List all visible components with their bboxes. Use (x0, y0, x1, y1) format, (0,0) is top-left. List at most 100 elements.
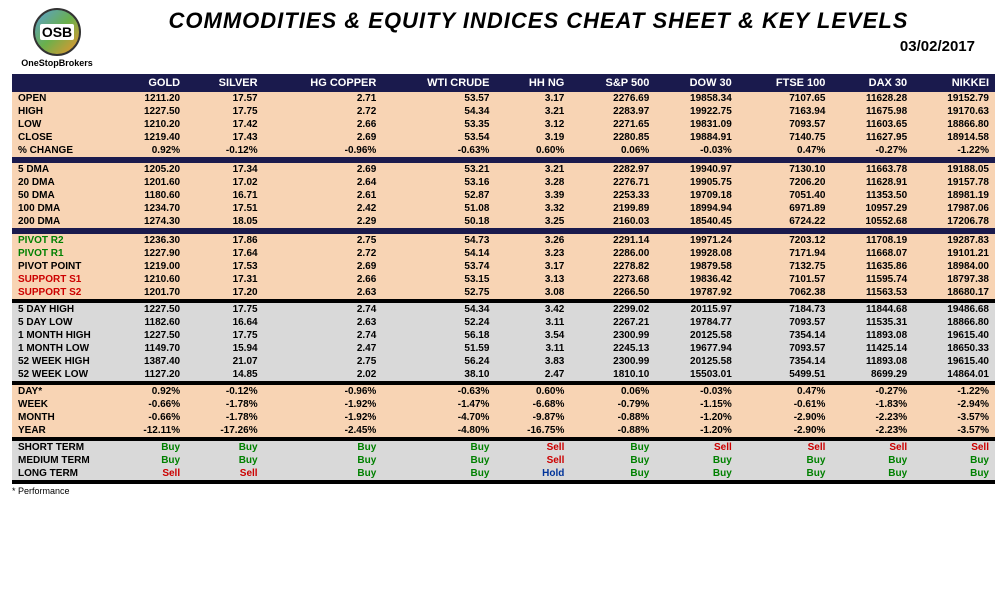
cell: 17.53 (186, 260, 263, 273)
row-label: WEEK (12, 398, 112, 411)
cell: 2.74 (264, 303, 383, 316)
cell: 5499.51 (738, 368, 832, 381)
row-label: MEDIUM TERM (12, 454, 112, 467)
cell: Buy (264, 454, 383, 467)
cell: -0.27% (831, 385, 913, 398)
cell: Buy (655, 454, 737, 467)
cell: -2.23% (831, 424, 913, 437)
row-label: 5 DAY LOW (12, 316, 112, 329)
cell: 53.74 (382, 260, 495, 273)
cell: 19940.97 (655, 163, 737, 176)
cell: 3.19 (495, 131, 570, 144)
cell: -1.22% (913, 385, 995, 398)
cell: Buy (738, 454, 832, 467)
cell: 19905.75 (655, 176, 737, 189)
row-label: 52 WEEK HIGH (12, 355, 112, 368)
cell: 19922.75 (655, 105, 737, 118)
cell: 3.83 (495, 355, 570, 368)
table-row: LONG TERMSellSellBuyBuyHoldBuyBuyBuyBuyB… (12, 467, 995, 480)
cell: 11628.28 (831, 92, 913, 105)
cell: Buy (186, 441, 263, 454)
cell: 2.64 (264, 176, 383, 189)
cell: 1810.10 (570, 368, 655, 381)
cell: 19971.24 (655, 234, 737, 247)
logo: OSB OneStopBrokers (12, 8, 102, 68)
cell: 2199.89 (570, 202, 655, 215)
cell: 17.64 (186, 247, 263, 260)
cell: -0.88% (570, 411, 655, 424)
cell: 11668.07 (831, 247, 913, 260)
cell: 50.18 (382, 215, 495, 228)
cell: 19858.34 (655, 92, 737, 105)
cell: Sell (495, 454, 570, 467)
cell: 7171.94 (738, 247, 832, 260)
title-block: COMMODITIES & EQUITY INDICES CHEAT SHEET… (102, 8, 995, 55)
cell: 18.05 (186, 215, 263, 228)
cell: 19884.91 (655, 131, 737, 144)
cell: Sell (913, 441, 995, 454)
row-label: 5 DMA (12, 163, 112, 176)
cell: 17.75 (186, 105, 263, 118)
cell: 17.20 (186, 286, 263, 299)
cell: 1219.40 (112, 131, 186, 144)
cell: -0.63% (382, 144, 495, 157)
table-row: SUPPORT S11210.6017.312.6653.153.132273.… (12, 273, 995, 286)
cell: 2.47 (264, 342, 383, 355)
cell: 2271.65 (570, 118, 655, 131)
cell: 11425.14 (831, 342, 913, 355)
col-header: HG COPPER (264, 74, 383, 92)
table-header-row: GOLDSILVERHG COPPERWTI CRUDEHH NGS&P 500… (12, 74, 995, 92)
cell: 15.94 (186, 342, 263, 355)
cell: 53.16 (382, 176, 495, 189)
cell: 17.57 (186, 92, 263, 105)
col-header: SILVER (186, 74, 263, 92)
cell: Buy (112, 454, 186, 467)
cell: 11603.65 (831, 118, 913, 131)
cell: 52.75 (382, 286, 495, 299)
cell: 20125.58 (655, 355, 737, 368)
cell: 1210.20 (112, 118, 186, 131)
cell: 7093.57 (738, 342, 832, 355)
cell: 56.24 (382, 355, 495, 368)
cell: -1.20% (655, 424, 737, 437)
cell: 17.31 (186, 273, 263, 286)
cell: 17987.06 (913, 202, 995, 215)
cell: 2300.99 (570, 355, 655, 368)
cell: -3.57% (913, 424, 995, 437)
row-label: OPEN (12, 92, 112, 105)
cell: 52.87 (382, 189, 495, 202)
cell: 1387.40 (112, 355, 186, 368)
table-row: PIVOT R21236.3017.862.7554.733.262291.14… (12, 234, 995, 247)
cell: 2282.97 (570, 163, 655, 176)
cell: 19787.92 (655, 286, 737, 299)
col-header: FTSE 100 (738, 74, 832, 92)
cell: 11627.95 (831, 131, 913, 144)
cell: 52.24 (382, 316, 495, 329)
cell: 2.69 (264, 163, 383, 176)
cell: 2.29 (264, 215, 383, 228)
row-label: HIGH (12, 105, 112, 118)
cell: 1219.00 (112, 260, 186, 273)
cell: 2253.33 (570, 189, 655, 202)
row-label: SUPPORT S1 (12, 273, 112, 286)
row-label: SHORT TERM (12, 441, 112, 454)
col-header: HH NG (495, 74, 570, 92)
cell: 11563.53 (831, 286, 913, 299)
cell: 2266.50 (570, 286, 655, 299)
cell: -1.22% (913, 144, 995, 157)
cell: -2.45% (264, 424, 383, 437)
cell: 0.06% (570, 385, 655, 398)
cell: 19188.05 (913, 163, 995, 176)
table-row: 1 MONTH LOW1149.7015.942.4751.593.112245… (12, 342, 995, 355)
cell: 38.10 (382, 368, 495, 381)
cell: 17.51 (186, 202, 263, 215)
cell: 17.86 (186, 234, 263, 247)
cell: -1.47% (382, 398, 495, 411)
cell: -0.12% (186, 385, 263, 398)
cell: 53.21 (382, 163, 495, 176)
cell: 18984.00 (913, 260, 995, 273)
cell: 2.69 (264, 131, 383, 144)
table-row: PIVOT R11227.9017.642.7254.143.232286.00… (12, 247, 995, 260)
row-label: PIVOT POINT (12, 260, 112, 273)
cell: 19287.83 (913, 234, 995, 247)
